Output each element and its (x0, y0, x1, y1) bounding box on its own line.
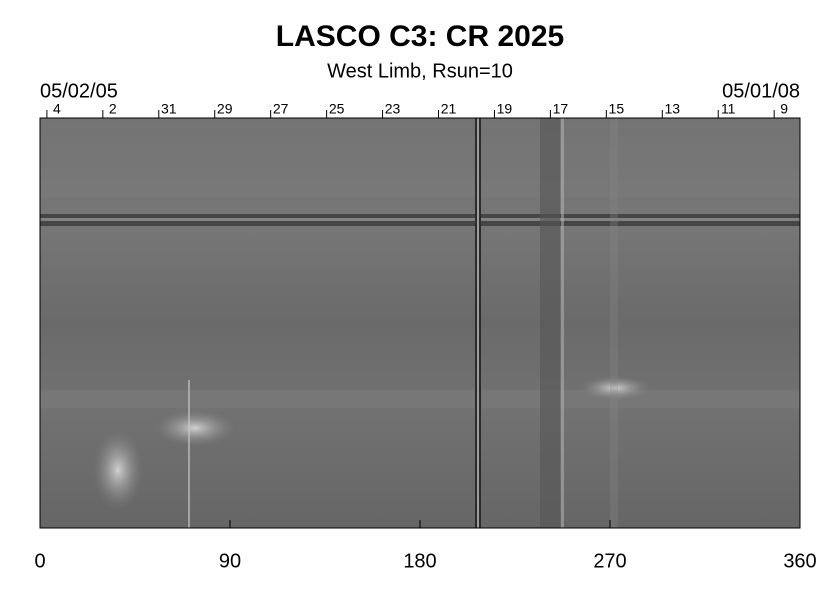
top-tick-label: 4 (53, 101, 61, 117)
top-tick-label: 27 (273, 101, 289, 117)
top-tick-label: 25 (329, 101, 345, 117)
x-tick-label: 270 (593, 550, 626, 572)
top-tick-label: 17 (553, 101, 569, 117)
start-date: 05/02/05 (40, 80, 118, 102)
synoptic-image (40, 118, 800, 528)
top-tick-label: 2 (109, 101, 117, 117)
top-tick-label: 13 (664, 101, 680, 117)
chart-subtitle: West Limb, Rsun=10 (327, 60, 513, 82)
x-tick-label: 180 (403, 550, 436, 572)
x-tick-label: 360 (783, 550, 816, 572)
top-tick-label: 23 (385, 101, 401, 117)
top-tick-label: 15 (609, 101, 625, 117)
end-date: 05/01/08 (722, 80, 800, 102)
x-tick-label: 0 (34, 550, 45, 572)
x-tick-label: 90 (219, 550, 241, 572)
top-tick-label: 31 (161, 101, 177, 117)
top-tick-label: 19 (497, 101, 513, 117)
top-tick-label: 11 (721, 101, 736, 117)
top-tick-label: 9 (780, 101, 788, 117)
chart-title: LASCO C3: CR 2025 (276, 20, 564, 53)
top-tick-label: 21 (441, 101, 457, 117)
top-tick-label: 29 (217, 101, 233, 117)
